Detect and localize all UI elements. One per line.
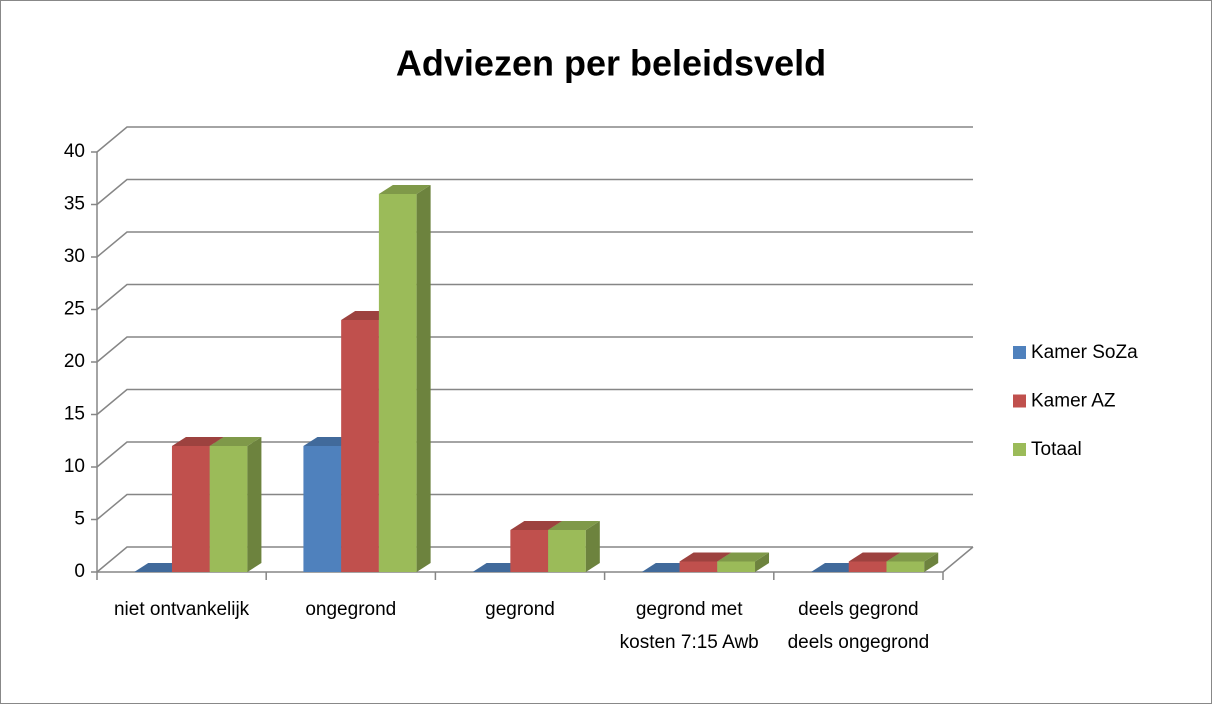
bar-front <box>303 446 342 572</box>
y-tick-label: 5 <box>74 509 85 530</box>
grid-line <box>96 231 973 258</box>
legend-label: Totaal <box>1031 439 1082 460</box>
bar-top <box>378 185 431 194</box>
bar-side <box>924 552 939 572</box>
bar-front <box>209 446 248 572</box>
grid-line <box>96 283 973 311</box>
y-tick-label: 40 <box>64 141 85 162</box>
bar-front <box>341 320 379 572</box>
bar-front <box>679 561 718 572</box>
bar-top <box>209 437 262 446</box>
grid-line <box>96 388 973 416</box>
grid-line <box>96 546 973 573</box>
y-tick-label: 30 <box>64 246 85 267</box>
legend-swatch <box>1013 346 1026 359</box>
bar-top <box>548 521 600 530</box>
bar-top <box>848 552 901 562</box>
bar-front <box>848 561 887 572</box>
grid-line <box>96 441 973 468</box>
legend-swatch <box>1013 394 1026 408</box>
bar-top <box>510 521 563 530</box>
bar-top <box>886 552 939 562</box>
bar-top <box>679 552 732 562</box>
bar-side <box>416 185 431 572</box>
bar-front <box>548 530 586 572</box>
bar <box>886 552 939 572</box>
y-tick-label: 10 <box>64 456 85 477</box>
bar <box>209 437 262 572</box>
x-tick-label: ongegrond <box>305 599 396 620</box>
bar-front <box>717 561 756 572</box>
bar-top <box>717 552 770 562</box>
grid-line <box>96 493 973 521</box>
bar <box>717 552 770 572</box>
bar-side <box>585 521 600 572</box>
bar-front <box>171 446 210 572</box>
bar-front <box>886 561 925 572</box>
bar-side <box>755 552 770 572</box>
bar-front <box>510 530 549 572</box>
x-tick-label: gegrond <box>485 599 555 620</box>
chart-title: Adviezen per beleidsveld <box>396 43 826 84</box>
bar <box>378 185 431 572</box>
x-tick-label: niet ontvankelijk <box>114 599 250 620</box>
grid-line <box>96 126 973 153</box>
y-tick-label: 0 <box>74 561 85 582</box>
y-tick-label: 20 <box>64 351 85 372</box>
legend-swatch <box>1013 443 1026 456</box>
bar-top <box>171 437 224 446</box>
legend-label: Kamer AZ <box>1031 391 1116 412</box>
grid-line <box>96 178 973 206</box>
bar-front <box>378 194 417 572</box>
y-tick-label: 35 <box>64 194 85 215</box>
bar-side <box>247 437 262 572</box>
y-tick-label: 25 <box>64 299 85 320</box>
bar <box>548 521 600 572</box>
x-tick-label: deels gegrond deels ongegrond <box>788 599 930 653</box>
y-tick-label: 15 <box>64 404 85 425</box>
grid-line <box>96 336 973 363</box>
legend-label: Kamer SoZa <box>1031 342 1138 363</box>
x-tick-label: gegrond met kosten 7:15 Awb <box>620 599 759 653</box>
